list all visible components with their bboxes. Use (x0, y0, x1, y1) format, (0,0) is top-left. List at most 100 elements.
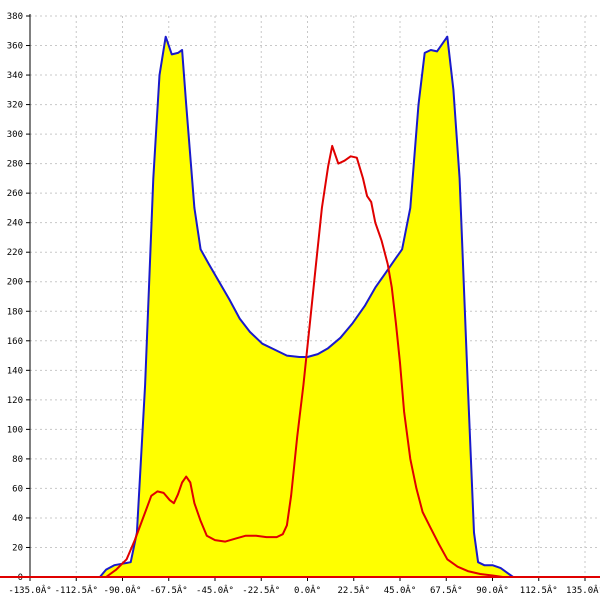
y-tick-label: 20 (12, 543, 23, 553)
series-0-point (500, 567, 502, 569)
series-0-line (99, 35, 514, 578)
series-0-point (105, 569, 107, 571)
series-1-point (491, 574, 494, 577)
series-1-point (370, 201, 372, 203)
y-tick-label: 200 (7, 278, 23, 288)
x-tick-label: -112.5Â° (55, 584, 98, 596)
series-1-point (156, 490, 159, 492)
series-0-point (298, 356, 300, 358)
y-tick-label: 80 (12, 455, 23, 465)
series-0-point (218, 281, 220, 283)
series-0-point (239, 318, 241, 320)
series-0-point (374, 287, 376, 289)
series-0-point (158, 74, 161, 76)
series-1-point (177, 493, 179, 495)
y-tick-label: 240 (7, 219, 23, 229)
series-1-point (169, 499, 171, 501)
series-1-point (224, 540, 226, 543)
series-1-point (446, 558, 448, 560)
series-1-point (163, 492, 165, 494)
series-1-point (387, 263, 389, 265)
x-tick-label: -135.0Â° (8, 584, 51, 596)
series-0-point (446, 36, 448, 38)
x-tick-label: -22.5Â° (242, 584, 280, 596)
series-1-point (245, 535, 247, 537)
series-0-point (228, 298, 230, 301)
series-0-point (395, 257, 397, 259)
series-1-point (286, 524, 288, 526)
x-tick-label: 0.0Â° (294, 584, 321, 596)
series-0-point (452, 89, 455, 91)
series-0-point (185, 103, 187, 106)
x-axis-ticks: -135.0Â° -112.5Â° -90.0Â° -67.5Â° -45.0Â° -22… (8, 577, 600, 596)
y-tick-label: 320 (7, 101, 23, 111)
series-1-point (366, 195, 368, 197)
series-0-point (467, 384, 469, 386)
series-0-point (144, 384, 146, 386)
series-1-point (308, 325, 311, 327)
series-0-point (401, 248, 403, 250)
series-0-point (327, 347, 329, 349)
series-1-point (331, 145, 333, 147)
series-1-point (391, 287, 393, 289)
series-1-point (181, 481, 183, 484)
series-1-point (290, 495, 292, 497)
series-1-point (134, 539, 136, 541)
series-0-point (430, 49, 432, 51)
series-0-point (208, 263, 210, 265)
series-0-point (274, 349, 276, 351)
series-1-point (185, 476, 187, 478)
y-tick-label: 120 (7, 396, 23, 406)
series-1-point (430, 527, 432, 529)
series-1-point (343, 160, 346, 162)
series-0-point (417, 103, 420, 106)
series-0-point (477, 561, 479, 563)
series-0-point (286, 354, 288, 357)
y-tick-label: 60 (12, 484, 23, 494)
series-1-point (282, 533, 284, 535)
x-tick-label: 90.0Â° (476, 584, 509, 596)
series-0-point (442, 41, 444, 44)
series-1-point (467, 570, 469, 572)
series-layer (99, 35, 586, 578)
series-1-point (173, 502, 175, 504)
x-tick-label: 67.5Â° (430, 584, 463, 596)
series-1-point (380, 239, 383, 241)
series-1-point (409, 458, 411, 460)
series-0-point (424, 52, 426, 54)
series-1-point (479, 573, 481, 575)
y-axis-ticks: 0204060801001201401601802002202402602803… (7, 12, 30, 583)
series-0-point (473, 532, 475, 534)
series-1-point (438, 543, 440, 546)
x-tick-label: -45.0Â° (196, 584, 234, 596)
series-0-point (130, 561, 132, 563)
y-tick-label: 100 (7, 425, 23, 435)
series-1-point (200, 520, 202, 522)
series-0-point (113, 564, 115, 566)
y-tick-label: 340 (7, 71, 23, 81)
series-1-point (193, 502, 196, 504)
y-tick-label: 40 (12, 514, 23, 524)
series-0-point (177, 52, 179, 54)
series-1-point (362, 177, 364, 179)
y-tick-label: 360 (7, 42, 23, 52)
x-tick-label: 135.0Â° (566, 584, 600, 596)
series-0-point (483, 564, 485, 566)
series-1-point (142, 517, 144, 519)
series-1-point (374, 222, 376, 224)
series-0-area (99, 36, 514, 577)
series-1-point (315, 266, 317, 268)
series-0-point (409, 207, 411, 209)
series-1-point (206, 535, 208, 537)
series-0-point (491, 564, 494, 566)
y-tick-label: 300 (7, 130, 23, 140)
series-0-point (249, 331, 251, 333)
series-0-point (352, 322, 354, 324)
series-1-point (337, 163, 339, 165)
series-0-point (200, 248, 202, 250)
y-tick-label: 280 (7, 160, 23, 170)
series-1-point (350, 155, 352, 157)
series-1-point (395, 322, 397, 324)
series-1-point (150, 495, 152, 497)
y-tick-label: 260 (7, 189, 23, 199)
